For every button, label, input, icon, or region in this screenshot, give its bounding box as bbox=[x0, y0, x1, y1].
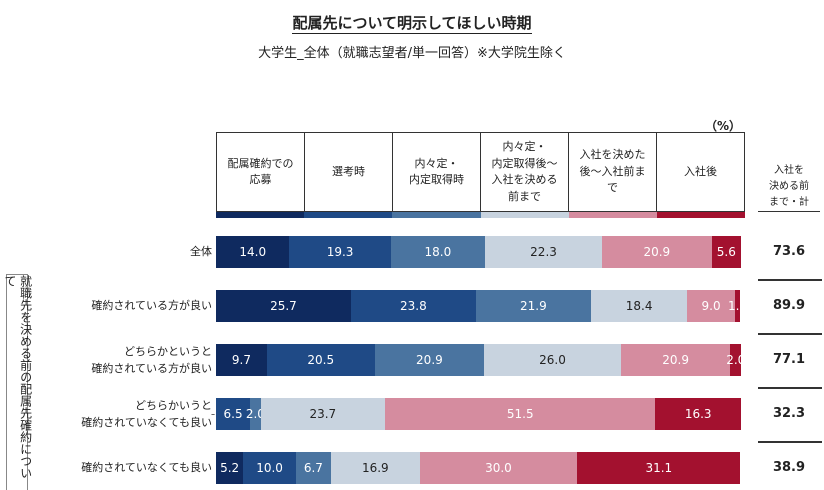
bar-segment: 14.0 bbox=[216, 236, 290, 268]
bar-row: 25.7 23.8 21.9 18.4 9.0 1.1 bbox=[216, 290, 747, 322]
bar-segment: 2.0 bbox=[726, 344, 745, 376]
bar-segment: 6.5 bbox=[216, 398, 251, 430]
legend-header-cell: 入社後 bbox=[684, 164, 717, 178]
bar-segment: 6.7 bbox=[295, 452, 331, 484]
bar-segment: 9.0 bbox=[687, 290, 735, 322]
legend-header-cell: 配属確約での 応募 bbox=[217, 133, 305, 211]
legend-swatch bbox=[216, 212, 305, 218]
bar-segment: 26.0 bbox=[484, 344, 621, 376]
row-total: 73.6 bbox=[772, 244, 806, 259]
legend-header-cell: 内々定・ 内定取得後～ 入社を決める 前まで bbox=[481, 133, 569, 211]
separator bbox=[758, 441, 822, 443]
bar-row: 14.0 19.3 18.0 22.3 20.9 5.6 bbox=[216, 236, 741, 268]
chart-title-text: 配属先について明示してほしい時期 bbox=[292, 14, 532, 34]
bar-segment: 18.0 bbox=[390, 236, 486, 268]
bar-segment: - bbox=[210, 407, 216, 421]
bar-segment: 5.2 bbox=[216, 452, 244, 484]
bar-segment: 51.5 bbox=[385, 398, 656, 430]
bar-segment: 18.4 bbox=[590, 290, 688, 322]
legend-swatch bbox=[392, 212, 481, 218]
legend-header-cell: 選考時 bbox=[305, 133, 393, 211]
row-total: 77.1 bbox=[772, 352, 806, 367]
bar-segment: 21.9 bbox=[475, 290, 591, 322]
legend-header-cell: 入社を決めた 後～入社前ま で bbox=[569, 133, 657, 211]
separator bbox=[758, 279, 822, 281]
separator bbox=[758, 333, 822, 335]
bar-segment: 23.7 bbox=[260, 398, 386, 430]
legend-color-strip bbox=[216, 212, 746, 218]
bar-segment: 30.0 bbox=[419, 452, 578, 484]
chart-subtitle: 大学生_全体（就職志望者/単一回答）※大学院生除く bbox=[258, 46, 566, 61]
bar-segment: 23.8 bbox=[350, 290, 476, 322]
bar-segment: 20.9 bbox=[602, 236, 712, 268]
bar-row: 9.7 20.5 20.9 26.0 20.9 2.0 bbox=[216, 344, 745, 376]
bar-segment: 20.5 bbox=[266, 344, 375, 376]
row-total: 38.9 bbox=[772, 460, 806, 475]
legend-header-cell: 内々定・ 内定取得時 bbox=[393, 133, 481, 211]
row-total: 32.3 bbox=[772, 406, 806, 421]
legend-swatch bbox=[480, 212, 569, 218]
legend-swatch bbox=[656, 212, 746, 218]
side-label: 就職先を決める前の配属先確約について bbox=[3, 274, 33, 490]
bar-segment: 10.0 bbox=[243, 452, 296, 484]
separator bbox=[758, 387, 822, 389]
unit-label: （%） bbox=[705, 119, 742, 133]
bar-segment: 16.9 bbox=[330, 452, 420, 484]
bar-segment: 5.6 bbox=[711, 236, 741, 268]
bar-segment: 31.1 bbox=[577, 452, 741, 484]
bar-segment: 16.3 bbox=[655, 398, 741, 430]
bar-segment: 2.0 bbox=[246, 398, 265, 430]
legend-swatch bbox=[304, 212, 393, 218]
row-label: 確約されている方が良い bbox=[91, 299, 212, 312]
row-total: 89.9 bbox=[772, 298, 806, 313]
bar-row: 5.2 10.0 6.7 16.9 30.0 31.1 bbox=[216, 452, 741, 484]
bar-segment: 25.7 bbox=[216, 290, 351, 322]
row-label: どちらかいうと 確約されていなくても良い bbox=[81, 399, 212, 429]
legend-header: 配属確約での 応募 選考時 内々定・ 内定取得時 内々定・ 内定取得後～ 入社を決める… bbox=[216, 132, 745, 212]
chart-title: 配属先について明示してほしい時期 bbox=[0, 12, 824, 34]
row-label: どちらかというと 確約されている方が良い bbox=[91, 345, 212, 375]
row-label: 全体 bbox=[190, 245, 212, 258]
total-header: 入社を 決める前 まで・計 bbox=[758, 163, 820, 212]
bar-segment: 22.3 bbox=[485, 236, 603, 268]
bar-segment: 9.7 bbox=[216, 344, 267, 376]
row-label: 確約されていなくても良い bbox=[81, 461, 212, 474]
bar-segment: 20.9 bbox=[374, 344, 485, 376]
bar-segment: 19.3 bbox=[289, 236, 391, 268]
legend-swatch bbox=[568, 212, 657, 218]
bar-segment: 1.1 bbox=[728, 290, 747, 322]
bar-segment: 20.9 bbox=[620, 344, 731, 376]
bar-row: -6.5 2.0 23.7 51.5 16.3 bbox=[211, 398, 741, 430]
